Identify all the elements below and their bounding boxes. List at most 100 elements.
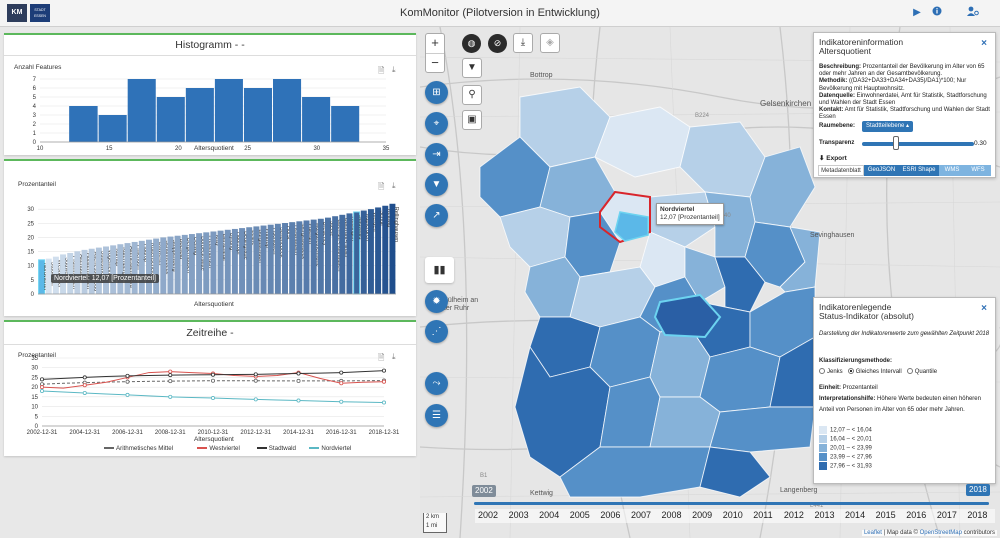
zoom-out-button[interactable]: − xyxy=(426,53,444,72)
ranking-bar xyxy=(296,221,303,294)
histogram-panel: Histogramm - - Anzahl Features 🗎 ⤓ 0 1 2 3 4… xyxy=(4,33,416,155)
funnel-icon[interactable]: ▼ xyxy=(425,173,448,196)
line-chart-icon[interactable]: ↗ xyxy=(425,204,448,227)
radio-jenks[interactable]: Jenks xyxy=(819,368,843,375)
zoom-in-button[interactable]: + xyxy=(431,35,439,50)
bar-chart-icon[interactable]: ▮▮ xyxy=(425,257,454,283)
metadatenblatt-button[interactable]: Metadatenblatt xyxy=(818,165,864,176)
timeline-year[interactable]: 2008 xyxy=(661,510,682,520)
series-point xyxy=(339,370,344,375)
ranking-bar-label: Ostviertel xyxy=(157,242,163,266)
close-icon[interactable]: × xyxy=(981,303,987,314)
osm-link[interactable]: OpenStreetMap xyxy=(919,530,962,536)
timeseries-ytick: 30 xyxy=(31,366,38,372)
timeline-year[interactable]: 2003 xyxy=(508,510,529,520)
map-marker-icon[interactable]: ⌖ xyxy=(425,112,448,135)
timeline-year[interactable]: 2007 xyxy=(630,510,651,520)
timeline-year[interactable]: 2013 xyxy=(814,510,835,520)
scatter-chart-icon[interactable]: ⋰ xyxy=(425,320,448,343)
download-icon[interactable]: ⤓ xyxy=(392,181,396,190)
timeline-year[interactable]: 2004 xyxy=(539,510,560,520)
timeline-year[interactable]: 2009 xyxy=(692,510,713,520)
timeseries-xtick: 2010-12-31 xyxy=(198,430,229,436)
filter-icon[interactable]: ▼ xyxy=(462,58,482,78)
timeline-year[interactable]: 2011 xyxy=(753,510,773,520)
leaflet-link[interactable]: Leaflet xyxy=(863,530,882,536)
close-icon[interactable]: × xyxy=(981,38,987,49)
timeline-year[interactable]: 2005 xyxy=(569,510,590,520)
radio-gleiches-intervall[interactable]: Gleiches Intervall xyxy=(847,368,902,375)
play-icon[interactable]: ▶ xyxy=(913,7,921,18)
attribution-tail: contributors xyxy=(961,530,995,536)
data-table-icon[interactable]: 🗎 xyxy=(378,182,385,191)
download-icon[interactable]: ⤓ xyxy=(392,65,396,74)
ranking-bar xyxy=(332,216,339,294)
timeseries-legend-item[interactable]: Westviertel xyxy=(197,445,240,452)
esri-shape-button[interactable]: ESRI Shape xyxy=(899,165,939,176)
timeseries-ytick: 15 xyxy=(31,395,38,401)
data-table-icon[interactable]: 🗎 xyxy=(378,353,385,362)
series-point xyxy=(296,378,301,383)
histogram-xlabel: Altersquotient xyxy=(194,145,234,152)
transparenz-slider[interactable] xyxy=(862,142,974,146)
ranking-bar xyxy=(181,234,188,294)
wfs-button[interactable]: WFS xyxy=(965,165,991,176)
timeline-year[interactable]: 2014 xyxy=(845,510,866,520)
timeline-year[interactable]: 2018 xyxy=(967,510,988,520)
radio-quantile[interactable]: Quantile xyxy=(906,368,937,375)
interpretation-text: Höhere Werte bedeuten einen höheren xyxy=(875,396,981,402)
network-icon[interactable]: ✹ xyxy=(425,290,448,313)
timeline-year[interactable]: 2010 xyxy=(722,510,743,520)
timeline-year[interactable]: 2017 xyxy=(936,510,957,520)
timeline-track[interactable] xyxy=(470,499,995,507)
timeseries-legend-item[interactable]: Nordviertel xyxy=(309,445,351,452)
sliders-icon[interactable]: ☰ xyxy=(425,404,448,427)
info-icon[interactable] xyxy=(930,6,944,20)
interpretation-row: Interpretationshilfe: Höhere Werte bedeu… xyxy=(819,396,995,404)
ranking-bar-label: Fischlaken xyxy=(271,228,277,255)
ranking-bar-label: Borbeck-Mitte xyxy=(200,236,206,271)
ranking-bar xyxy=(389,203,396,294)
layers-icon[interactable]: ◈ xyxy=(540,33,560,53)
timeseries-ylabel: Prozentanteil xyxy=(18,352,56,359)
download-map-icon[interactable]: ⤓ xyxy=(513,33,533,53)
slider-handle[interactable] xyxy=(892,136,899,150)
data-table-icon[interactable]: 🗎 xyxy=(378,66,385,75)
scale-mi: 1 mi xyxy=(426,523,438,529)
search-icon[interactable]: ⚲ xyxy=(462,85,482,105)
timeseries-legend-item[interactable]: Arithmetisches Mittel xyxy=(104,445,173,452)
user-cog-icon[interactable] xyxy=(966,6,980,20)
globe-icon[interactable]: ◍ xyxy=(462,34,481,53)
timeseries-legend-item[interactable]: Stadtwald xyxy=(256,445,296,452)
geojson-button[interactable]: GeoJSON xyxy=(864,165,899,176)
ban-icon[interactable]: ⊘ xyxy=(488,34,507,53)
timeline-year[interactable]: 2006 xyxy=(600,510,621,520)
timeseries-legend: Arithmetisches Mittel Westviertel Stadtwal… xyxy=(4,445,416,455)
ranking-bar xyxy=(310,219,317,294)
wms-button[interactable]: WMS xyxy=(939,165,965,176)
legend-class-row: 16,04 – < 20,01 xyxy=(819,435,872,444)
ranking-bar-label: Frintrop xyxy=(264,229,270,248)
download-icon[interactable]: ⤓ xyxy=(392,352,396,361)
ranking-bar xyxy=(282,223,288,294)
divider xyxy=(4,344,416,345)
sitemap-icon[interactable]: ⊞ xyxy=(425,81,448,104)
raumebene-select[interactable]: Stadtteilebene ▴ xyxy=(862,121,914,132)
einheit-row: Einheit: Prozentanteil xyxy=(819,385,995,393)
route-icon[interactable]: ⤳ xyxy=(425,372,448,395)
ranking-bar xyxy=(160,237,167,294)
draw-icon[interactable]: ▣ xyxy=(462,110,482,130)
timeline-year[interactable]: 2015 xyxy=(875,510,896,520)
timeline-end-badge[interactable]: 2018 xyxy=(966,484,990,496)
timeline-year[interactable]: 2012 xyxy=(783,510,804,520)
ranking-bar-label: Stoppenberg xyxy=(171,240,177,272)
ranking-bar xyxy=(253,226,260,294)
timeline-year[interactable]: 2016 xyxy=(906,510,927,520)
import-icon[interactable]: ⇥ xyxy=(425,143,448,166)
info-panel-subtitle: Altersquotient xyxy=(819,46,871,56)
ranking-bar-label: Südostviertel xyxy=(99,251,105,283)
ranking-bar-label: Leithe xyxy=(250,230,256,245)
timeseries-ytick: 0 xyxy=(35,424,39,430)
timeseries-xtick: 2006-12-31 xyxy=(112,430,143,436)
timeline-year[interactable]: 2002 xyxy=(478,510,499,520)
